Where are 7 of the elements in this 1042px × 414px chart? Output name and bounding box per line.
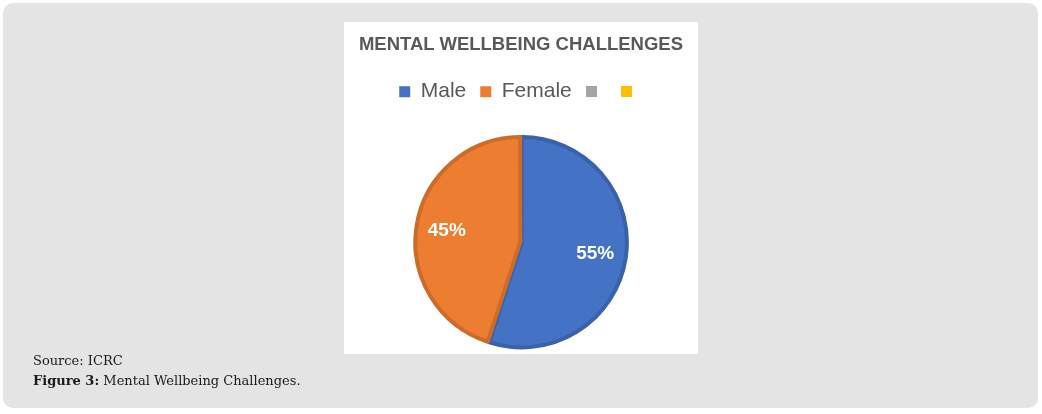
legend-label: Female [501,78,572,102]
data-label: 55% [576,242,615,264]
chart-title: MENTAL WELLBEING CHALLENGES [358,33,684,55]
source-note: Source: ICRC [33,353,123,369]
data-label: 45% [427,218,466,240]
caption: Figure 3: Mental Wellbeing Challenges. [33,373,301,389]
legend-label: Male [420,78,467,102]
